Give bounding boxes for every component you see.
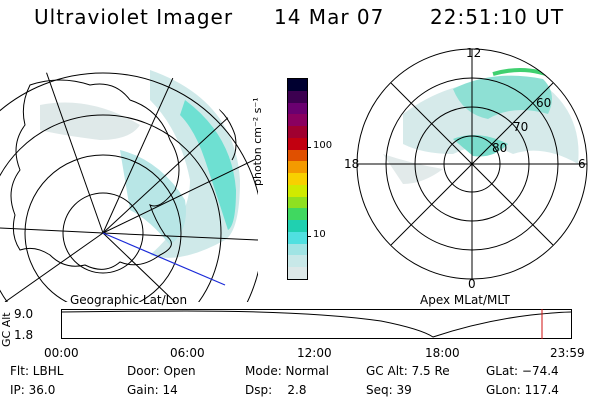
colorbar-segment (288, 196, 307, 210)
colorbar-segment (288, 137, 307, 151)
colorbar-unit-label: photon cm⁻² s⁻¹ (251, 97, 264, 186)
info-glat: GLat: −74.4 (486, 364, 559, 378)
time-tick-0600: 06:00 (170, 346, 205, 360)
mlt-label-6: 6 (578, 157, 586, 171)
colorbar-segment (288, 126, 307, 139)
colorbar-segment (288, 161, 307, 175)
colorbar-segment (288, 90, 307, 104)
time-tick-2359: 23:59 (550, 346, 585, 360)
info-ip: IP: 36.0 (10, 383, 56, 397)
magnetic-map-caption: Apex MLat/MLT (420, 293, 510, 307)
colorbar-segment (288, 149, 307, 163)
colorbar-segment (288, 102, 307, 116)
info-mode: Mode: Normal (245, 364, 329, 378)
altitude-tick-9: 9.0 (14, 307, 34, 321)
info-seq: Seq: 39 (366, 383, 412, 397)
colorbar-tick-label-100: 100 (313, 140, 333, 151)
colorbar-segment (288, 173, 307, 186)
observation-time: 22:51:10 UT (430, 5, 565, 29)
geographic-map-grid (0, 63, 258, 302)
altitude-tick-1-8: 1.8 (14, 328, 34, 342)
colorbar-segment (288, 114, 307, 128)
mlat-label-70: 70 (513, 120, 529, 134)
info-door: Door: Open (127, 364, 196, 378)
info-flt: Flt: LBHL (10, 364, 64, 378)
colorbar (287, 78, 308, 280)
colorbar-tick (307, 236, 311, 237)
geographic-map-caption: Geographic Lat/Lon (70, 293, 188, 307)
time-tick-1800: 18:00 (425, 346, 460, 360)
altitude-plot (61, 309, 572, 339)
colorbar-segment (288, 255, 307, 269)
info-dsp: Dsp: 2.8 (245, 383, 307, 397)
colorbar-tick-label-10: 10 (313, 229, 326, 240)
colorbar-segment (288, 208, 307, 222)
mlat-label-80: 80 (492, 141, 508, 155)
mlt-label-12: 12 (466, 46, 482, 60)
colorbar-segment (288, 220, 307, 233)
page-title: Ultraviolet Imager (34, 5, 234, 29)
mlat-label-60: 60 (536, 96, 552, 110)
info-gain: Gain: 14 (127, 383, 178, 397)
colorbar-segment (288, 79, 307, 92)
colorbar-segment (288, 267, 307, 279)
mlt-label-0: 0 (468, 277, 476, 291)
colorbar-segment (288, 184, 307, 198)
colorbar-segment (288, 243, 307, 257)
magnetic-map (356, 48, 588, 280)
time-tick-1200: 12:00 (297, 346, 332, 360)
info-glon: GLon: 117.4 (486, 383, 559, 397)
colorbar-tick (307, 147, 311, 148)
altitude-axis-title: GC Alt (0, 312, 13, 347)
info-gc-alt: GC Alt: 7.5 Re (366, 364, 450, 378)
geographic-map (0, 63, 258, 302)
observation-date: 14 Mar 07 (274, 5, 385, 29)
time-tick-0000: 00:00 (44, 346, 79, 360)
mlt-label-18: 18 (344, 157, 360, 171)
colorbar-segment (288, 231, 307, 245)
